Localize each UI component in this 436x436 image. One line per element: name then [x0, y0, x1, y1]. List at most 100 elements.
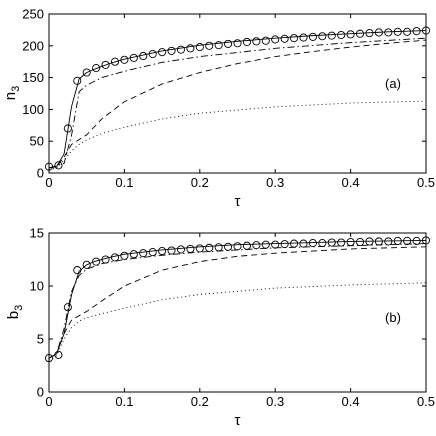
panel-tag-a: (a) [385, 76, 401, 91]
data-point-marker [412, 27, 421, 36]
data-point-marker [63, 303, 72, 312]
data-point-marker [421, 26, 431, 35]
data-point-marker [148, 248, 157, 257]
series-layer [44, 236, 431, 363]
data-point-marker [299, 33, 308, 42]
y-tick-label: 15 [30, 226, 44, 241]
data-point-marker [393, 27, 402, 36]
data-point-marker [224, 242, 233, 251]
data-point-marker [261, 36, 270, 45]
y-tick-label: 200 [22, 38, 44, 53]
x-tick-labels: 0 0.1 0.2 0.3 0.4 0.5 [45, 175, 435, 190]
tick-marks [48, 232, 427, 393]
x-tick-label: 0 [45, 175, 52, 190]
y-tick-label: 10 [30, 279, 44, 294]
data-point-marker [384, 28, 393, 37]
series-line-solid [48, 30, 427, 169]
x-tick-label: 0 [45, 394, 52, 409]
data-point-marker [346, 237, 355, 247]
x-tick-label: 0.3 [266, 175, 284, 190]
x-tick-label: 0.2 [191, 175, 209, 190]
data-point-marker [73, 76, 82, 85]
data-point-marker [318, 32, 327, 41]
x-tick-label: 0.3 [266, 394, 284, 409]
x-tick-label: 0.5 [417, 394, 435, 409]
data-point-marker [186, 44, 195, 53]
data-point-marker [365, 29, 374, 38]
data-point-marker [92, 257, 101, 266]
data-point-marker [110, 57, 120, 66]
data-point-marker [252, 241, 261, 250]
data-point-marker [355, 29, 365, 38]
data-point-marker [403, 27, 412, 36]
x-tick-labels: 0 0.1 0.2 0.3 0.4 0.5 [45, 394, 435, 409]
data-point-marker [82, 260, 91, 269]
data-point-marker [214, 243, 223, 252]
series-line-dotted [48, 100, 427, 171]
data-point-marker [120, 55, 129, 64]
data-point-marker [82, 68, 91, 77]
x-axis-label: τ [235, 412, 241, 429]
data-point-marker [318, 239, 327, 248]
data-point-marker [289, 34, 299, 43]
series-line-dashdot [48, 37, 427, 169]
y-tick-label: 50 [30, 134, 44, 149]
data-point-marker [167, 246, 176, 255]
data-point-marker [280, 34, 289, 43]
y-tick-labels: 0 50 100 150 200 250 [22, 7, 44, 181]
y-tick-labels: 0 5 10 15 [30, 226, 44, 400]
y-tick-label: 150 [22, 70, 44, 85]
data-point-marker [261, 240, 270, 249]
data-point-marker [120, 251, 129, 260]
data-point-marker [224, 39, 233, 48]
plot-area-frame [48, 13, 427, 174]
data-point-marker [233, 242, 242, 251]
data-point-marker [101, 60, 110, 69]
panel-b: 0 0.1 0.2 0.3 0.4 0.5 0 5 10 15 τ b3 (b) [5, 226, 435, 430]
y-axis-label: b3 [5, 305, 25, 319]
data-point-marker [299, 239, 308, 248]
series-line-dashed [48, 246, 427, 359]
y-tick-label: 0 [37, 166, 44, 181]
x-tick-label: 0.1 [115, 394, 133, 409]
tick-marks [48, 13, 427, 174]
data-point-marker [384, 237, 393, 246]
y-axis-label: n3 [2, 86, 22, 100]
data-point-marker [205, 41, 214, 50]
x-tick-label: 0.1 [115, 175, 133, 190]
data-point-marker [280, 240, 289, 249]
data-point-marker [92, 64, 101, 73]
data-point-marker [186, 244, 195, 253]
data-point-marker [176, 245, 185, 254]
data-point-marker [167, 46, 176, 55]
data-point-marker [205, 243, 214, 252]
data-point-marker [158, 246, 167, 256]
data-point-marker [365, 237, 374, 246]
y-tick-label: 250 [22, 7, 44, 22]
panel-tag-b: (b) [385, 310, 401, 325]
data-point-marker [233, 39, 242, 48]
data-point-marker [327, 238, 336, 247]
data-point-marker [63, 124, 72, 133]
data-point-marker [214, 41, 223, 50]
x-tick-label: 0.4 [342, 175, 360, 190]
data-point-marker [195, 43, 204, 52]
data-point-marker [252, 37, 261, 46]
y-tick-label: 0 [37, 385, 44, 400]
data-point-marker [337, 238, 346, 247]
series-line-dashdot [48, 243, 427, 359]
series-layer [44, 26, 431, 171]
data-point-marker [289, 239, 299, 248]
data-point-marker [139, 249, 148, 258]
y-tick-label: 5 [37, 332, 44, 347]
data-point-marker [355, 237, 365, 247]
plot-area-frame [48, 232, 427, 393]
data-point-marker [158, 48, 167, 57]
data-point-marker [393, 236, 402, 245]
data-point-marker [346, 30, 355, 39]
y-axis-label-main: b [5, 311, 22, 319]
data-point-marker [271, 240, 280, 249]
data-point-marker [73, 266, 82, 275]
panel-a: 0 0.1 0.2 0.3 0.4 0.5 0 50 100 150 200 250 τ n3 (a… [2, 7, 435, 211]
